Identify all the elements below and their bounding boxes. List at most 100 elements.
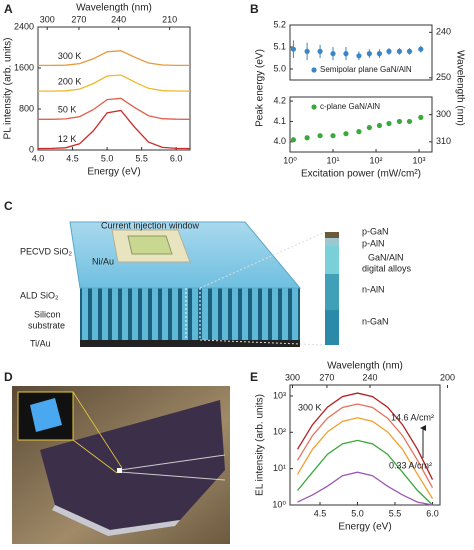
legend-label: c-plane GaN/AlN	[320, 102, 380, 111]
layer	[325, 232, 339, 238]
annotation: 300 K	[298, 402, 322, 412]
x-tick-label: 4.5	[66, 153, 79, 163]
x-tick-label: 5.5	[135, 153, 148, 163]
y-tick-label: 10²	[273, 427, 286, 437]
probe	[119, 471, 226, 481]
series-line	[296, 403, 434, 489]
point	[406, 118, 413, 125]
point	[376, 122, 383, 129]
x-tick-label: 4.5	[314, 508, 327, 518]
inset-emission	[30, 398, 62, 432]
x2-axis-label: Wavelength (nm)	[76, 3, 152, 14]
ald-label: ALD SiO₂	[20, 290, 59, 300]
y-tick-label: 800	[19, 103, 34, 113]
series-line	[296, 439, 433, 506]
y-tick-label: 4.2	[273, 95, 286, 105]
legend-label: Semipolar plane GaN/AlN	[320, 65, 412, 74]
layer-label: digital alloys	[362, 263, 412, 273]
legend-marker	[311, 67, 317, 73]
device-diagram: C Current injection window Ni/Au PECVD S…	[4, 199, 412, 348]
y-axis-label: EL intensity (arb. units)	[255, 394, 266, 496]
panel-label: A	[4, 2, 13, 16]
x2-tick-label: 240	[362, 372, 377, 382]
y-tick-label: 4.0	[273, 136, 286, 146]
photo: D	[4, 370, 230, 544]
series-line	[296, 417, 434, 499]
y-tick-label: 1600	[14, 62, 34, 72]
point	[343, 131, 349, 137]
contact-label: Ni/Au	[92, 256, 114, 266]
y2-tick-label: 310	[436, 136, 451, 146]
point	[418, 114, 424, 120]
series-line	[38, 50, 190, 67]
layer-label: n-GaN	[362, 316, 389, 326]
y2-axis-label: Wavelength (nm)	[454, 50, 465, 126]
point	[290, 137, 297, 143]
x-tick-label: 5.5	[389, 508, 402, 518]
y-tick-label: 4.1	[273, 116, 286, 126]
point	[396, 48, 403, 55]
x-axis-label: Excitation power (mW/cm²)	[301, 169, 421, 180]
x-axis-label: Energy (eV)	[338, 522, 391, 533]
bottom-label: Ti/Au	[30, 338, 51, 348]
series-label: 300 K	[58, 51, 82, 61]
panel-label: B	[250, 2, 259, 16]
y-tick-label: 5.0	[273, 63, 286, 73]
point	[366, 51, 372, 57]
point	[330, 51, 336, 57]
device	[117, 468, 122, 473]
point	[356, 53, 362, 59]
x-tick-label: 6.0	[170, 153, 183, 163]
x2-tick-label: 300	[40, 14, 55, 24]
series-label: 50 K	[58, 105, 77, 115]
point	[376, 51, 383, 57]
layer	[325, 274, 339, 310]
x-tick-label: 5.0	[101, 153, 114, 163]
dash	[199, 231, 326, 289]
wafer-edge	[52, 505, 180, 536]
point	[330, 133, 336, 139]
probe	[119, 454, 226, 471]
x2-tick-label: 210	[162, 14, 177, 24]
panel-label: E	[250, 370, 258, 384]
injection-window	[127, 235, 173, 255]
x-tick-label: 4.0	[32, 153, 45, 163]
series-label: 12 K	[58, 134, 77, 144]
point	[406, 48, 413, 55]
layer-label: p-AlN	[362, 238, 385, 248]
inset-line	[72, 439, 118, 474]
series-line	[37, 109, 191, 150]
y-tick-label: 0	[29, 144, 34, 154]
y-tick-label: 5.1	[273, 41, 286, 51]
x-tick-label: 10⁰	[283, 155, 297, 165]
x2-tick-label: 240	[111, 14, 126, 24]
x2-tick-label: 270	[319, 372, 334, 382]
x-tick-label: 5.0	[351, 508, 364, 518]
y-axis-label: Peak energy (eV)	[255, 49, 266, 127]
series-line	[38, 97, 191, 120]
legend-marker	[311, 104, 317, 110]
panel-label: D	[4, 370, 13, 384]
wafer	[40, 400, 225, 530]
plot-frame	[37, 26, 191, 151]
substrate-label: substrate	[28, 320, 65, 330]
y2-tick-label: 250	[436, 72, 451, 82]
y-tick-label: 5.2	[273, 19, 286, 29]
series-line	[297, 471, 433, 506]
plot-frame	[289, 384, 441, 506]
series-label: 200 K	[58, 76, 82, 86]
pillars	[80, 288, 300, 340]
window-label: Current injection window	[101, 220, 200, 230]
point	[418, 46, 424, 52]
plot-frame	[289, 96, 433, 153]
layer	[325, 310, 339, 345]
point	[356, 129, 362, 135]
x2-tick-label: 300	[285, 372, 300, 382]
x2-tick-label: 200	[440, 372, 455, 382]
x2-axis-label: Wavelength (nm)	[327, 361, 403, 372]
x2-tick-label: 270	[71, 14, 86, 24]
x-tick-label: 10²	[370, 155, 383, 165]
substrate-label: Silicon	[34, 309, 61, 319]
y-tick-label: 2400	[14, 21, 34, 31]
point	[290, 46, 297, 52]
